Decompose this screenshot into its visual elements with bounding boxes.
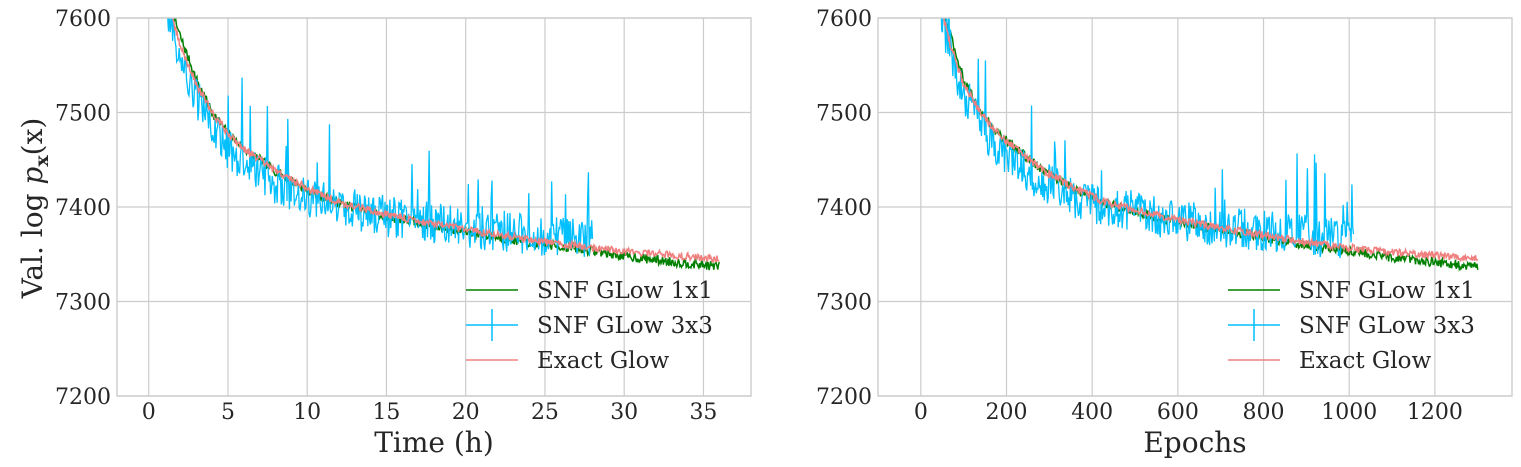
y-tick-label: 7400	[816, 196, 872, 221]
y-tick-label: 7300	[816, 291, 872, 316]
series-line-2	[942, 18, 1479, 263]
x-tick-label: 35	[689, 400, 717, 425]
x-tick-label: 1000	[1321, 400, 1377, 425]
x-axis-label: Epochs	[1143, 426, 1246, 459]
series-line-1	[940, 18, 1355, 259]
x-tick-label: 30	[610, 400, 638, 425]
legend-label: SNF GLow 3x3	[537, 313, 713, 339]
x-tick-label: 15	[372, 400, 400, 425]
y-axis-label: Val. log px(x)	[16, 118, 53, 300]
legend-label: SNF GLow 1x1	[1299, 278, 1475, 304]
y-tick-label: 7600	[816, 7, 872, 32]
legend-label: Exact Glow	[537, 348, 669, 374]
x-tick-label: 600	[1157, 400, 1199, 425]
series-line-2	[172, 18, 720, 263]
axes-frame	[877, 17, 1513, 397]
y-tick-label: 7500	[816, 102, 872, 127]
legend-label: SNF GLow 3x3	[1299, 313, 1475, 339]
legend-label: Exact Glow	[1299, 348, 1431, 374]
x-tick-label: 0	[142, 400, 156, 425]
y-tick-label: 7600	[55, 7, 111, 32]
y-tick-label: 7300	[55, 291, 111, 316]
y-tick-label: 7200	[816, 385, 872, 410]
x-tick-label: 0	[914, 400, 928, 425]
axes-frame	[116, 17, 752, 397]
x-tick-label: 20	[452, 400, 480, 425]
x-tick-label: 400	[1071, 400, 1113, 425]
x-tick-label: 10	[293, 400, 321, 425]
x-axis-label: Time (h)	[374, 426, 494, 459]
right-chart-panel: 0 200 400 600 800 1000 1200 7200 7300 7400 7500 760…	[816, 7, 1513, 459]
y-tick-label: 7200	[55, 385, 111, 410]
series-line-1	[167, 18, 594, 257]
legend-label: SNF GLow 1x1	[537, 278, 713, 304]
x-tick-label: 200	[986, 400, 1028, 425]
y-tick-label: 7500	[55, 102, 111, 127]
x-tick-label: 5	[221, 400, 235, 425]
x-tick-label: 1200	[1407, 400, 1463, 425]
y-tick-label: 7400	[55, 196, 111, 221]
x-tick-label: 25	[531, 400, 559, 425]
left-chart-panel: 0 5 10 15 20 25 30 35 7200 7300 7400 7500 7600 Time (…	[55, 7, 752, 459]
x-tick-label: 800	[1243, 400, 1285, 425]
